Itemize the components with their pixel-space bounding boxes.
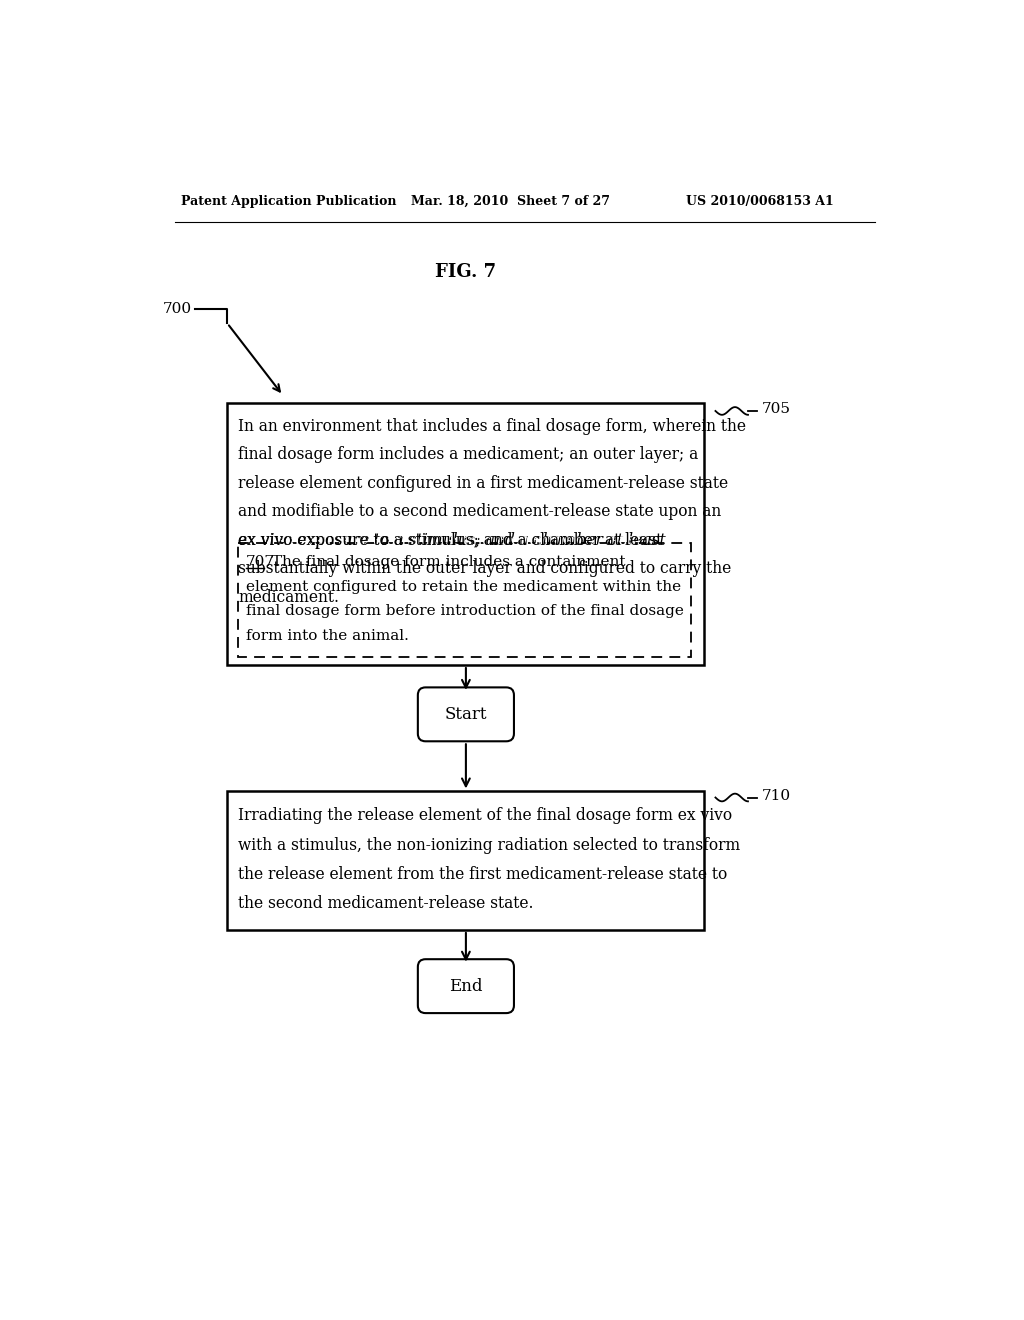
Text: and modifiable to a second medicament-release state upon an: and modifiable to a second medicament-re… xyxy=(238,503,721,520)
FancyBboxPatch shape xyxy=(418,960,514,1014)
Text: The final dosage form includes a containment: The final dosage form includes a contain… xyxy=(266,554,626,569)
Text: 700: 700 xyxy=(163,302,193,317)
FancyBboxPatch shape xyxy=(418,688,514,742)
Text: the release element from the first medicament-release state to: the release element from the first medic… xyxy=(238,866,727,883)
Text: FIG. 7: FIG. 7 xyxy=(435,264,497,281)
Text: US 2010/0068153 A1: US 2010/0068153 A1 xyxy=(686,195,834,209)
Text: final dosage form before introduction of the final dosage: final dosage form before introduction of… xyxy=(246,605,684,618)
FancyBboxPatch shape xyxy=(227,792,703,929)
Text: In an environment that includes a final dosage form, wherein the: In an environment that includes a final … xyxy=(238,418,746,434)
Text: End: End xyxy=(450,978,482,995)
Text: ex vivo exposure to a stimulus; and a chamber at least: ex vivo exposure to a stimulus; and a ch… xyxy=(238,532,663,549)
Text: Patent Application Publication: Patent Application Publication xyxy=(180,195,396,209)
Text: exposure to a stimulus; and a chamber at least: exposure to a stimulus; and a chamber at… xyxy=(272,532,642,549)
Text: Start: Start xyxy=(444,706,487,723)
Text: medicament.: medicament. xyxy=(238,589,339,606)
Text: with a stimulus, the non-ionizing radiation selected to transform: with a stimulus, the non-ionizing radiat… xyxy=(238,837,740,854)
Text: 705: 705 xyxy=(762,403,791,416)
Text: release element configured in a first medicament-release state: release element configured in a first me… xyxy=(238,475,728,492)
Text: substantially within the outer layer and configured to carry the: substantially within the outer layer and… xyxy=(238,560,731,577)
Text: element configured to retain the medicament within the: element configured to retain the medicam… xyxy=(246,579,681,594)
Text: form into the animal.: form into the animal. xyxy=(246,628,409,643)
FancyBboxPatch shape xyxy=(227,404,703,665)
Text: the second medicament-release state.: the second medicament-release state. xyxy=(238,895,534,912)
Text: Irradiating the release element of the final dosage form ex vivo: Irradiating the release element of the f… xyxy=(238,808,732,825)
Text: 707: 707 xyxy=(246,554,274,569)
Text: ex vivo exposure to a stimulus; and a chamber at least: ex vivo exposure to a stimulus; and a ch… xyxy=(238,532,666,549)
FancyBboxPatch shape xyxy=(238,544,691,657)
Text: Mar. 18, 2010  Sheet 7 of 27: Mar. 18, 2010 Sheet 7 of 27 xyxy=(411,195,610,209)
Text: 710: 710 xyxy=(762,789,792,803)
Text: final dosage form includes a medicament; an outer layer; a: final dosage form includes a medicament;… xyxy=(238,446,698,463)
